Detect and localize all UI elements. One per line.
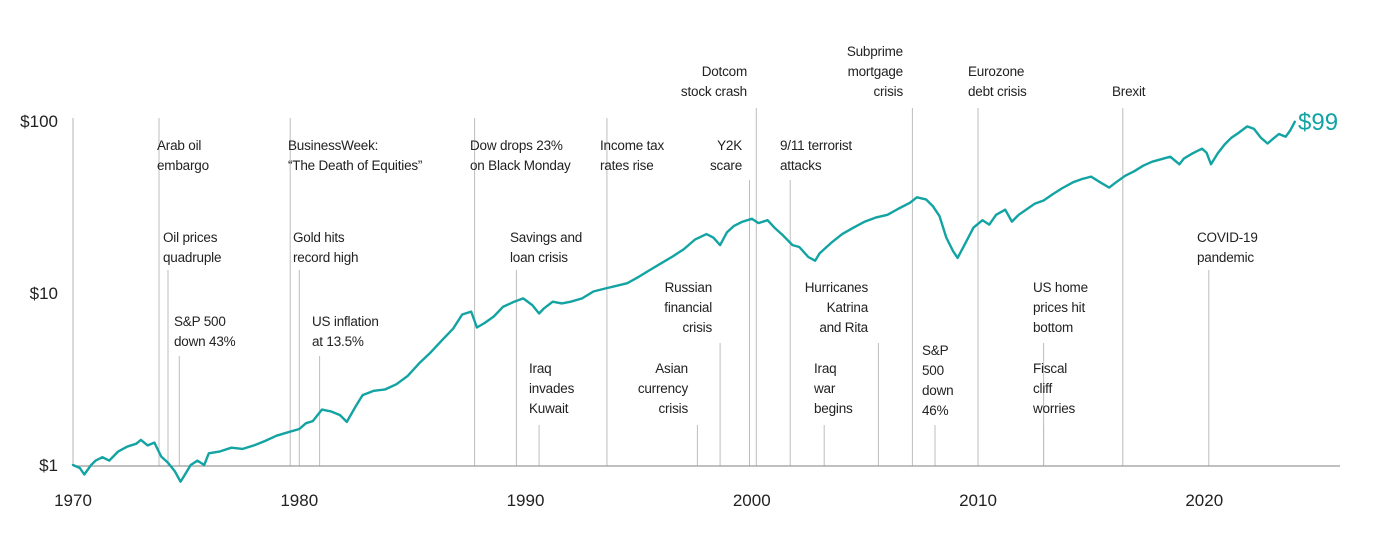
annotation-labels: Arab oil embargo Oil prices quadruple S&P 50… <box>157 44 1258 418</box>
y-tick-label: $10 <box>30 284 58 303</box>
end-value-label: $99 <box>1298 109 1338 136</box>
annotation-label: rates rise <box>600 158 654 173</box>
x-tick-label: 1980 <box>280 491 318 510</box>
annotation-label: crisis <box>682 320 712 335</box>
annotation-label: quadruple <box>163 250 221 265</box>
annotation-label: Katrina <box>827 300 869 315</box>
annotation-label: down 43% <box>174 334 236 349</box>
annotation-label: bottom <box>1033 320 1073 335</box>
annotation-label: at 13.5% <box>312 334 364 349</box>
annotation-label: scare <box>710 158 742 173</box>
annotation-label: begins <box>814 401 853 416</box>
annotation-label: worries <box>1032 401 1076 416</box>
annotation-label: Dotcom <box>702 64 747 79</box>
annotation-label: Y2K <box>717 138 742 153</box>
annotation-label: Kuwait <box>529 401 569 416</box>
annotation-label: BusinessWeek: <box>288 138 378 153</box>
annotation-label: 9/11 terrorist <box>780 138 852 153</box>
annotation-label: attacks <box>780 158 822 173</box>
annotation-label: Brexit <box>1112 84 1146 99</box>
annotation-label: crisis <box>873 84 903 99</box>
annotation-label: invades <box>529 381 575 396</box>
annotation-label: “The Death of Equities” <box>288 158 422 173</box>
annotation-lines <box>158 108 1210 466</box>
annotation-label: Oil prices <box>163 230 218 245</box>
annotation-label: prices hit <box>1033 300 1085 315</box>
annotation-label: loan crisis <box>510 250 568 265</box>
annotation-label: 46% <box>922 403 949 418</box>
annotation-label: S&P 500 <box>174 314 226 329</box>
x-tick-label: 2020 <box>1185 491 1223 510</box>
annotation-label: embargo <box>157 158 209 173</box>
annotation-label: Dow drops 23% <box>470 138 563 153</box>
annotation-label: crisis <box>658 401 688 416</box>
series-line <box>71 120 1296 483</box>
annotation-label: war <box>813 381 836 396</box>
annotation-label: record high <box>293 250 358 265</box>
annotation-label: Hurricanes <box>805 280 869 295</box>
axes <box>72 118 1340 467</box>
annotation-label: Asian <box>655 361 688 376</box>
annotation-label: on Black Monday <box>470 158 571 173</box>
annotation-label: Eurozone <box>968 64 1024 79</box>
annotation-label: Gold hits <box>293 230 345 245</box>
annotation-label: Subprime <box>847 44 903 59</box>
annotation-label: down <box>922 383 953 398</box>
x-tick-label: 2000 <box>733 491 771 510</box>
y-tick-label: $100 <box>20 112 58 131</box>
annotation-label: financial <box>664 300 712 315</box>
annotation-label: Iraq <box>814 361 836 376</box>
annotation-label: US home <box>1033 280 1088 295</box>
x-tick-label: 1990 <box>507 491 545 510</box>
annotation-label: pandemic <box>1197 250 1254 265</box>
annotation-label: COVID-19 <box>1197 230 1258 245</box>
annotation-label: cliff <box>1033 381 1052 396</box>
y-tick-labels: $1 $10 $100 <box>20 112 58 475</box>
annotation-label: Fiscal <box>1033 361 1067 376</box>
annotation-label: mortgage <box>848 64 903 79</box>
annotation-label: debt crisis <box>968 84 1027 99</box>
annotation-label: Iraq <box>529 361 551 376</box>
annotation-label: S&P <box>922 343 949 358</box>
annotation-label: Russian <box>665 280 712 295</box>
annotation-label: US inflation <box>312 314 379 329</box>
x-tick-labels: 1970 1980 1990 2000 2010 2020 <box>54 491 1223 510</box>
annotation-label: Arab oil <box>157 138 201 153</box>
x-tick-label: 2010 <box>959 491 997 510</box>
annotation-label: stock crash <box>681 84 747 99</box>
annotation-label: Income tax <box>600 138 664 153</box>
annotation-label: Savings and <box>510 230 582 245</box>
annotation-label: 500 <box>922 363 944 378</box>
annotation-label: and Rita <box>819 320 868 335</box>
x-tick-label: 1970 <box>54 491 92 510</box>
annotation-label: currency <box>638 381 689 396</box>
y-tick-label: $1 <box>39 456 58 475</box>
